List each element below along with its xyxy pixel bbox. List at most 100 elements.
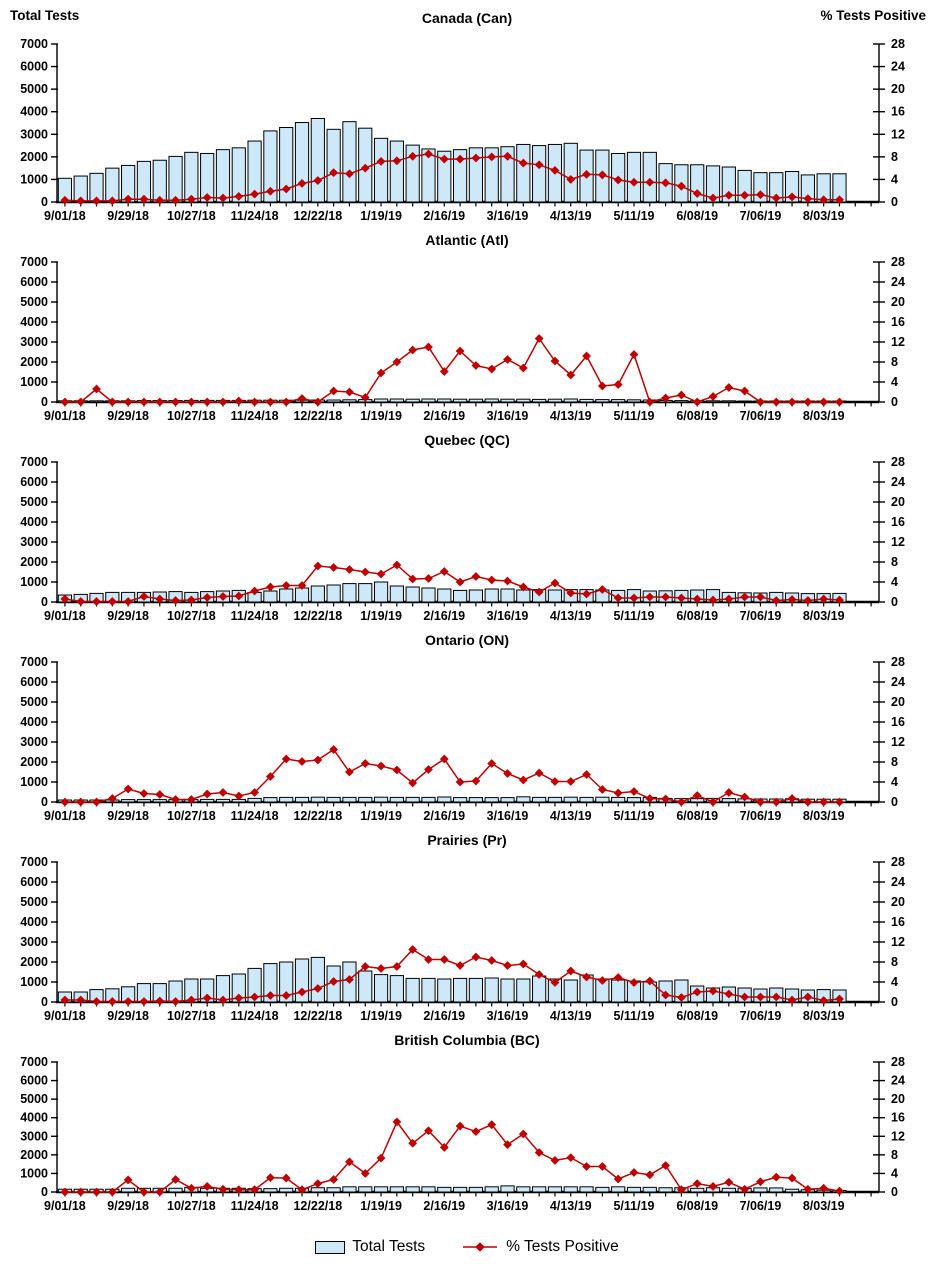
bar-total-tests xyxy=(215,798,231,803)
bar-total-tests xyxy=(247,797,262,803)
bar-total-tests xyxy=(721,798,736,803)
x-axis-tick-label: 12/22/18 xyxy=(293,209,342,223)
percent-positive-marker xyxy=(787,794,797,803)
percent-positive-marker xyxy=(186,995,196,1005)
x-axis-tick-label: 11/24/18 xyxy=(231,809,279,823)
percent-positive-marker xyxy=(218,397,228,407)
bar-total-tests xyxy=(437,398,452,403)
percent-positive-marker xyxy=(360,962,370,971)
bar-total-tests xyxy=(626,797,642,803)
bar-total-tests xyxy=(452,149,468,203)
percent-positive-marker xyxy=(645,397,655,407)
percent-positive-marker xyxy=(439,955,449,964)
percent-positive-marker xyxy=(439,754,449,764)
bar-total-tests xyxy=(547,398,563,403)
total-tests-bars xyxy=(57,796,847,803)
percent-positive-marker xyxy=(471,776,481,786)
bar-total-tests xyxy=(437,796,452,803)
percent-positive-marker xyxy=(518,158,528,168)
percent-positive-marker xyxy=(771,596,781,605)
panel-british-columbia: British Columbia (BC) 0 1000 2000 3000 4000 5… xyxy=(0,1028,934,1218)
bar-total-tests xyxy=(421,796,436,803)
percent-positive-marker xyxy=(408,1138,418,1148)
x-axis-tick-label: 7/06/19 xyxy=(740,209,782,223)
bar-total-tests xyxy=(389,975,404,1003)
percent-positive-marker xyxy=(439,154,449,164)
left-axis-tick-label: 1000 xyxy=(20,775,48,789)
percent-positive-marker xyxy=(487,575,497,585)
x-axis-tick-label: 3/16/19 xyxy=(487,1199,529,1213)
left-axis-tick-label: 6000 xyxy=(20,60,48,74)
percent-positive-marker xyxy=(329,386,339,396)
bar-total-tests xyxy=(279,127,294,203)
legend-line-label: % Tests Positive xyxy=(506,1238,619,1255)
bar-total-tests xyxy=(484,1186,499,1193)
percent-positive-marker xyxy=(692,791,702,800)
percent-positive-marker xyxy=(123,194,133,204)
bar-total-tests xyxy=(152,159,167,203)
left-axis-tick-label: 0 xyxy=(41,1185,48,1199)
left-axis-tick-label: 3000 xyxy=(20,1129,48,1143)
bar-total-tests xyxy=(437,1186,452,1193)
percent-positive-marker xyxy=(281,397,291,407)
x-axis-tick-label: 1/19/19 xyxy=(360,609,402,623)
bar-total-tests xyxy=(342,399,357,403)
percent-positive-marker xyxy=(518,959,528,969)
percent-positive-marker xyxy=(645,592,655,602)
percent-positive-marker xyxy=(787,397,797,407)
percent-positive-marker xyxy=(692,397,702,407)
left-axis-tick-label: 3000 xyxy=(20,735,48,749)
quebec-plot: 0 1000 2000 3000 4000 5000 6000 7000 0 4 8 12 16 20 24… xyxy=(20,455,905,623)
british-columbia-plot: 0 1000 2000 3000 4000 5000 6000 7000 0 4 8 12 16 20 24… xyxy=(20,1055,905,1213)
percent-positive-marker xyxy=(455,777,465,787)
x-axis-tick-label: 1/19/19 xyxy=(360,209,402,223)
percent-positive-marker xyxy=(677,993,686,1002)
percent-positive-marker xyxy=(740,190,750,200)
percent-positive-marker xyxy=(392,357,402,367)
left-axis-tick-label: 6000 xyxy=(20,875,48,889)
percent-positive-marker xyxy=(503,769,512,778)
percent-positive-marker xyxy=(92,597,101,606)
percent-positive-marker xyxy=(803,992,813,1002)
panel-header: British Columbia (BC) xyxy=(0,1028,934,1054)
x-axis-tick-label: 1/19/19 xyxy=(360,809,402,823)
percent-positive-marker xyxy=(692,594,702,604)
percent-positive-marker xyxy=(123,997,133,1006)
percent-positive-marker xyxy=(60,397,70,407)
percent-positive-marker xyxy=(107,1187,117,1197)
percent-positive-marker xyxy=(756,992,765,1002)
percent-positive-marker xyxy=(155,790,165,799)
percent-positive-marker xyxy=(107,597,117,606)
bar-total-tests xyxy=(358,796,373,803)
percent-positive-marker xyxy=(218,788,228,797)
x-axis-tick-label: 9/01/18 xyxy=(44,809,86,823)
x-axis-tick-label: 10/27/18 xyxy=(167,809,216,823)
percent-positive-marker xyxy=(661,990,670,1000)
bar-total-tests xyxy=(452,589,468,603)
bar-total-tests xyxy=(342,796,357,803)
x-axis-tick-label: 6/08/19 xyxy=(676,1199,718,1213)
percent-positive-marker xyxy=(819,397,829,407)
x-axis-tick-label: 11/24/18 xyxy=(231,609,279,623)
percent-positive-marker xyxy=(329,745,339,754)
bar-total-tests xyxy=(452,1186,468,1193)
x-axis-tick-label: 4/13/19 xyxy=(550,1009,592,1023)
left-axis-tick-label: 0 xyxy=(41,995,48,1009)
bar-total-tests xyxy=(342,121,357,203)
x-axis-tick-label: 10/27/18 xyxy=(167,209,216,223)
left-axis-tick-label: 2000 xyxy=(20,150,48,164)
left-axis-tick-label: 2000 xyxy=(20,955,48,969)
x-axis-tick-label: 12/22/18 xyxy=(293,609,342,623)
percent-positive-marker xyxy=(186,397,196,407)
bar-total-tests xyxy=(184,151,199,203)
right-axis-tick-label: 8 xyxy=(891,755,898,769)
percent-positive-marker xyxy=(392,765,402,775)
right-axis-tick-label: 20 xyxy=(891,695,905,709)
bar-total-tests xyxy=(405,144,420,203)
percent-positive-marker xyxy=(392,560,402,570)
percent-positive-marker xyxy=(629,350,639,359)
x-axis-tick-label: 6/08/19 xyxy=(676,809,718,823)
bar-total-tests xyxy=(310,956,325,1003)
percent-positive-marker xyxy=(503,961,512,970)
percent-positive-marker xyxy=(376,569,386,579)
